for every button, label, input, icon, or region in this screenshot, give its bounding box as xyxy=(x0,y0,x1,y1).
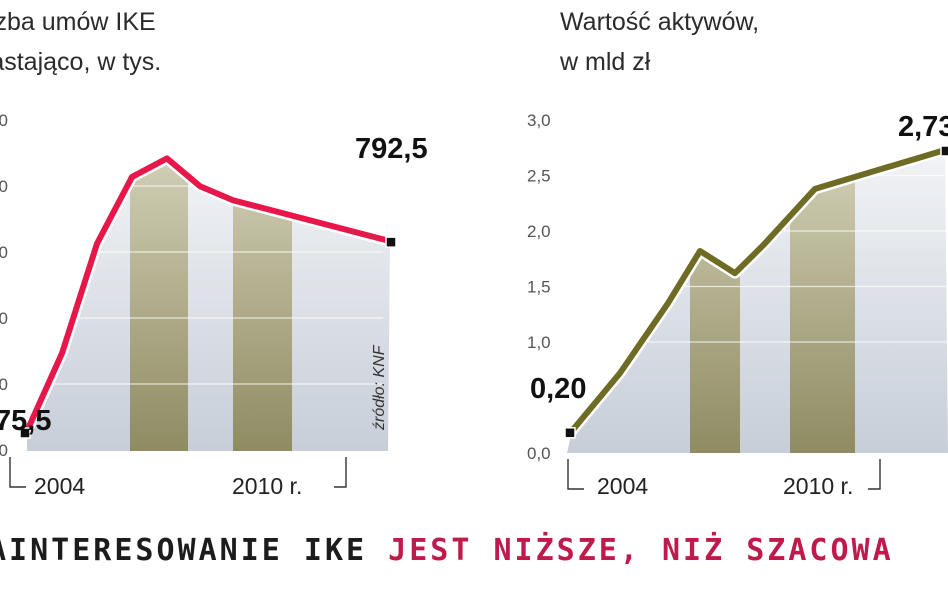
year-column-band xyxy=(790,149,855,453)
x-tick-label: 2004 xyxy=(34,473,85,499)
x-axis-bracket xyxy=(868,459,881,490)
left-chart: 0 0 0 0 0 0 2004 2010 r. 75,5 792,5 źródło: KNF xyxy=(0,111,428,499)
left-chart-title: czba umów IKE rastająco, w tys. xyxy=(0,8,162,76)
y-tick-label: 3,0 xyxy=(527,111,551,130)
year-column-band xyxy=(233,158,292,451)
x-tick-label: 2010 r. xyxy=(232,473,302,499)
end-value-label: 792,5 xyxy=(355,133,428,165)
y-tick-label: 0,0 xyxy=(527,444,551,463)
y-tick-label: 1,5 xyxy=(527,278,551,297)
y-tick-label: 0 xyxy=(0,111,8,130)
x-tick-label: 2004 xyxy=(597,473,648,499)
x-axis-bracket xyxy=(334,457,347,488)
y-tick-label: 2,0 xyxy=(527,222,551,241)
x-tick-label: 2010 r. xyxy=(783,473,853,499)
y-tick-label: 0 xyxy=(0,309,8,328)
series-line-assets xyxy=(569,146,948,434)
headline-part-dark: AINTERESOWANIE IKE xyxy=(0,533,368,568)
y-tick-label: 0 xyxy=(0,243,8,262)
y-tick-label: 0 xyxy=(0,177,8,196)
year-column-band xyxy=(130,158,188,451)
x-axis-bracket xyxy=(9,457,26,488)
right-chart: 0,0 1,0 1,5 2,0 2,5 3,0 2004 2010 r. 0,20 2,73 xyxy=(527,111,948,499)
start-value-label: 75,5 xyxy=(0,405,51,437)
y-tick-label: 0 xyxy=(0,441,8,460)
start-value-label: 0,20 xyxy=(530,373,586,405)
source-label: źródło: KNF xyxy=(371,344,388,431)
start-marker xyxy=(564,427,576,439)
x-axis-bracket xyxy=(567,459,584,490)
plot-area xyxy=(567,149,948,453)
end-marker xyxy=(385,236,397,248)
end-marker xyxy=(940,145,948,157)
y-tick-label: 1,0 xyxy=(527,333,551,352)
end-value-label: 2,73 xyxy=(898,111,948,143)
headline: AINTERESOWANIE IKE JEST NIŻSZE, NIŻ SZAC… xyxy=(0,533,894,568)
right-chart-title: Wartość aktywów, w mld zł xyxy=(560,8,760,76)
start-marker xyxy=(19,427,31,439)
series-line-count xyxy=(24,155,393,435)
y-tick-label: 0 xyxy=(0,375,8,394)
plot-area xyxy=(27,158,390,451)
headline-part-red: JEST NIŻSZE, NIŻ SZACOWA xyxy=(388,533,894,568)
y-tick-label: 2,5 xyxy=(527,167,551,186)
